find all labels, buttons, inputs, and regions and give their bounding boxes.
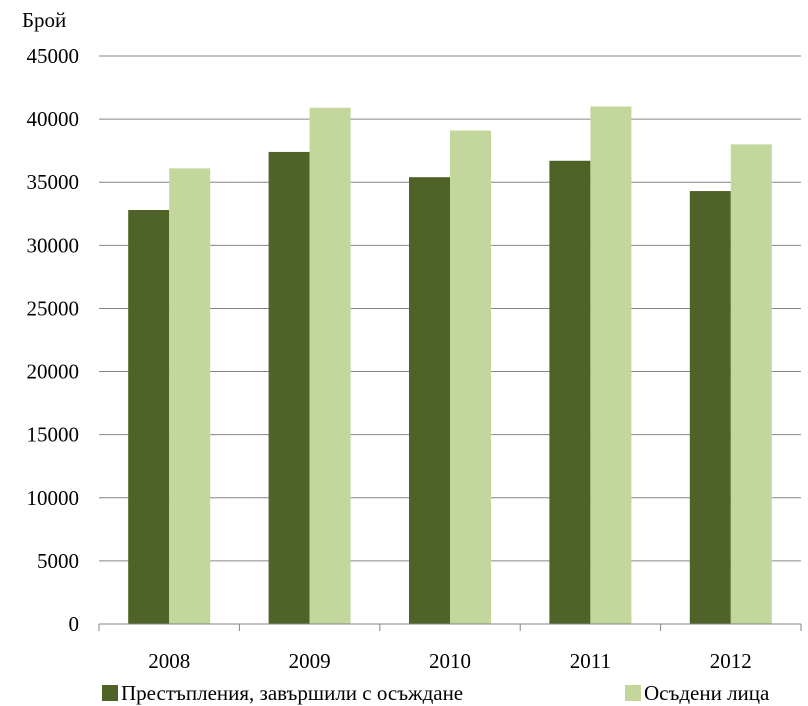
y-tick-label-30000: 30000 xyxy=(27,233,80,257)
y-tick-label-20000: 20000 xyxy=(27,360,80,384)
legend-label-prestapleniya: Престъпления, завършили с осъждане xyxy=(121,681,463,705)
y-tick-label-0: 0 xyxy=(69,612,80,636)
y-axis-label: Брой xyxy=(22,8,66,32)
bar-prestapleniya-2009 xyxy=(268,151,310,624)
bar-prestapleniya-2012 xyxy=(689,191,731,624)
x-axis-ticks xyxy=(98,624,802,631)
x-axis-tick-labels: 2008 2009 2010 2011 2012 xyxy=(148,649,752,673)
bar-prestapleniya-2008 xyxy=(128,209,170,625)
y-tick-label-10000: 10000 xyxy=(27,486,80,510)
y-tick-label-25000: 25000 xyxy=(27,296,80,320)
bars xyxy=(128,106,772,625)
y-tick-label-40000: 40000 xyxy=(27,107,80,131)
legend: Престъпления, завършили с осъждане Осъде… xyxy=(102,681,770,705)
bar-osadeni-litsa-2009 xyxy=(309,107,351,625)
y-tick-label-45000: 45000 xyxy=(27,44,80,68)
legend-swatch-osadeni-litsa xyxy=(625,685,641,701)
x-tick-label-2009: 2009 xyxy=(289,649,331,673)
y-tick-label-5000: 5000 xyxy=(37,549,79,573)
bar-osadeni-litsa-2008 xyxy=(169,168,211,625)
bar-prestapleniya-2010 xyxy=(409,177,450,624)
x-tick-label-2008: 2008 xyxy=(148,649,190,673)
x-tick-label-2012: 2012 xyxy=(710,649,752,673)
y-axis-tick-labels: 0 5000 10000 15000 20000 25000 30000 35000 40000… xyxy=(27,44,80,636)
bar-osadeni-litsa-2010 xyxy=(450,130,491,624)
legend-swatch-prestapleniya xyxy=(102,685,118,701)
y-tick-label-35000: 35000 xyxy=(27,170,80,194)
x-tick-label-2010: 2010 xyxy=(429,649,471,673)
y-tick-label-15000: 15000 xyxy=(27,423,80,447)
bar-prestapleniya-2011 xyxy=(549,160,591,624)
bar-osadeni-litsa-2011 xyxy=(590,106,632,624)
x-tick-label-2011: 2011 xyxy=(570,649,611,673)
legend-label-osadeni-litsa: Осъдени лица xyxy=(644,681,770,705)
bar-osadeni-litsa-2012 xyxy=(730,144,772,624)
